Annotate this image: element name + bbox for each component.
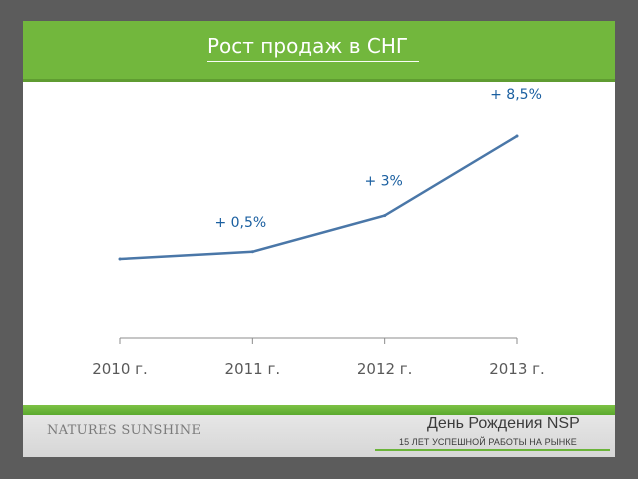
data-point xyxy=(250,250,254,254)
x-tick-label: 2011 г. xyxy=(225,360,281,378)
data-label: + 3% xyxy=(364,174,402,190)
x-tick-label: 2013 г. xyxy=(489,360,545,378)
data-point xyxy=(383,214,387,218)
data-point xyxy=(118,257,122,261)
brand-subtitle: 15 ЛЕТ УСПЕШНОЙ РАБОТЫ НА РЫНКЕ xyxy=(399,437,577,447)
brand-subtitle-underline xyxy=(375,449,610,451)
slide-title: Рост продаж в СНГ xyxy=(207,34,409,58)
x-tick-label: 2010 г. xyxy=(92,360,148,378)
data-point xyxy=(515,134,519,138)
series-line xyxy=(118,134,519,261)
title-bar xyxy=(23,21,615,82)
line-chart: 2010 г. 2011 г. 2012 г. 2013 г. + 0,5% + 3% + … xyxy=(92,87,545,378)
x-tick-label: 2012 г. xyxy=(357,360,413,378)
data-label: + 8,5% xyxy=(490,87,542,103)
title-underline xyxy=(207,61,419,62)
slide: Рост продаж в СНГ 2010 г. 2011 г. 2012 г. 2… xyxy=(23,21,615,457)
data-label: + 0,5% xyxy=(214,215,266,231)
brand-title: День Рождения NSP xyxy=(427,415,580,432)
footer-band xyxy=(23,405,615,415)
natures-sunshine-logo: NATURES SUNSHINE xyxy=(47,423,202,438)
